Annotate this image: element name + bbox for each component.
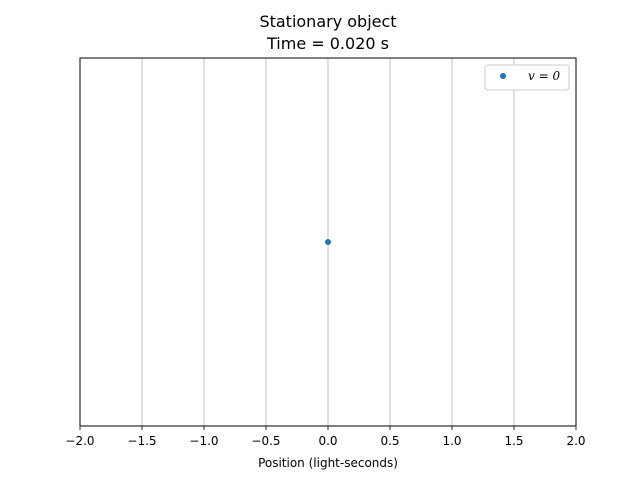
legend-marker xyxy=(500,73,506,79)
grid-lines xyxy=(141,58,515,426)
x-tick-label: 1.5 xyxy=(504,434,523,448)
legend: v = 0 xyxy=(484,64,570,91)
chart-title-line2: Time = 0.020 s xyxy=(266,34,389,53)
chart-title-line1: Stationary object xyxy=(259,12,396,31)
x-tick-label: 0.0 xyxy=(318,434,337,448)
x-tick-label: −0.5 xyxy=(251,434,280,448)
x-tick-label: 0.5 xyxy=(380,434,399,448)
x-tick-label: 1.0 xyxy=(442,434,461,448)
x-axis-label: Position (light-seconds) xyxy=(258,456,398,470)
x-tick-label: −1.0 xyxy=(189,434,218,448)
x-axis-ticks: −2.0 −1.5 −1.0 −0.5 0.0 0.5 1.0 1.5 2.0 xyxy=(65,426,586,448)
legend-label: v = 0 xyxy=(528,69,560,83)
x-tick-label: −2.0 xyxy=(65,434,94,448)
x-tick-label: −1.5 xyxy=(127,434,156,448)
data-points xyxy=(325,239,331,245)
data-point xyxy=(325,239,331,245)
legend-box xyxy=(484,64,570,91)
x-tick-label: 2.0 xyxy=(566,434,585,448)
